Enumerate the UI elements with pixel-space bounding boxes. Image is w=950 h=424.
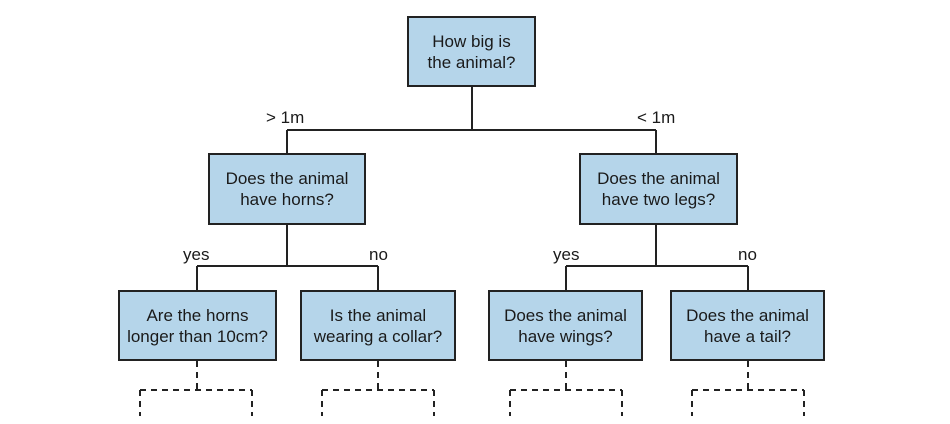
left-connector — [196, 225, 379, 290]
right-question-node: Does the animal have two legs? — [579, 153, 738, 225]
dashed-subtree-2 — [321, 361, 435, 416]
left-yes-label: yes — [183, 245, 210, 264]
root-connector — [286, 87, 657, 153]
tail-node: Does the animal have a tail? — [670, 290, 825, 361]
root-node: How big is the animal? — [407, 16, 536, 87]
dashed-subtree-3 — [509, 361, 623, 416]
right-no-label: no — [738, 245, 757, 264]
wings-question: Does the animal have wings? — [504, 305, 627, 346]
branch-label-greater: > 1m — [266, 108, 305, 127]
left-question-node: Does the animal have horns? — [208, 153, 366, 225]
left-no-label: no — [369, 245, 388, 264]
right-connector — [565, 225, 749, 290]
tail-question: Does the animal have a tail? — [686, 305, 809, 346]
dashed-subtree-1 — [139, 361, 253, 416]
horns-length-question: Are the horns longer than 10cm? — [127, 305, 268, 346]
collar-question: Is the animal wearing a collar? — [313, 305, 443, 346]
horns-length-node: Are the horns longer than 10cm? — [118, 290, 277, 361]
left-question: Does the animal have horns? — [225, 169, 349, 209]
dashed-subtree-4 — [691, 361, 805, 416]
wings-node: Does the animal have wings? — [488, 290, 643, 361]
right-yes-label: yes — [553, 245, 580, 264]
branch-label-less: < 1m — [637, 108, 676, 127]
collar-node: Is the animal wearing a collar? — [300, 290, 456, 361]
root-question: How big is the animal? — [427, 31, 516, 72]
right-question: Does the animal have two legs? — [597, 169, 720, 209]
